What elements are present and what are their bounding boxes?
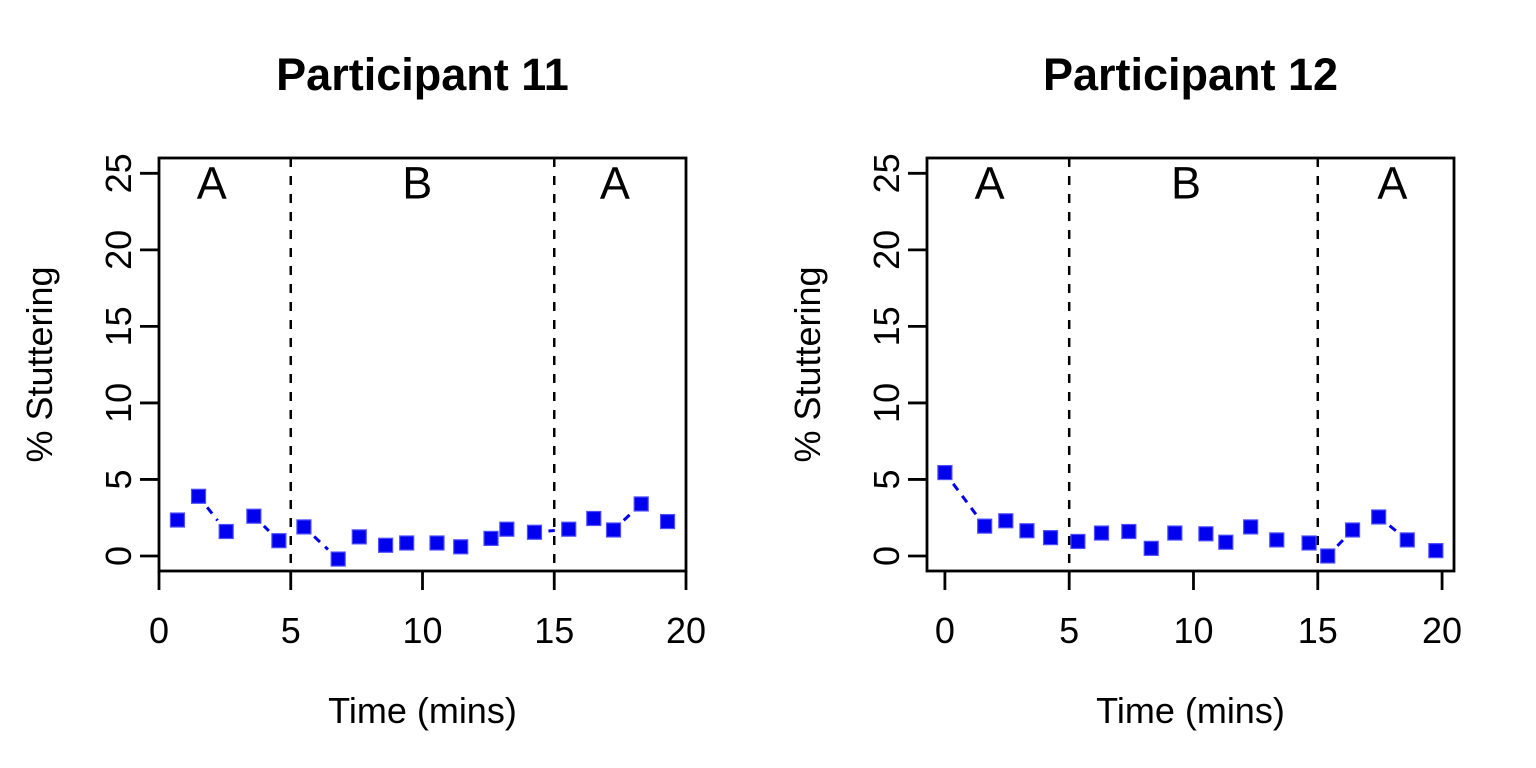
data-point xyxy=(1042,530,1059,546)
participant-11-plot: 0 5 10 15 20 0 5 10 15 20 25 A B A Participant 11 Time … xyxy=(19,49,706,731)
x-axis-label: Time (mins) xyxy=(328,690,517,731)
data-point xyxy=(1167,525,1183,541)
phase-label-b: B xyxy=(1171,158,1201,209)
data-point xyxy=(1198,526,1214,542)
data-point xyxy=(296,519,312,535)
x-axis-tick-label: 15 xyxy=(534,610,574,651)
y-axis-tick-label: 10 xyxy=(98,383,139,423)
data-point xyxy=(1428,543,1444,559)
phase-label-a: A xyxy=(197,158,227,209)
data-point xyxy=(399,535,415,551)
series-connector xyxy=(205,506,219,522)
series-connector xyxy=(622,512,633,522)
data-point xyxy=(1399,532,1415,548)
data-point xyxy=(218,523,234,540)
participant-12-plot: 0 5 10 15 20 0 5 10 15 20 25 A B A Participant 12 Time … xyxy=(787,49,1462,731)
participant-11-panel: 0 5 10 15 20 0 5 10 15 20 25 A B A Participant 11 Time … xyxy=(19,49,706,731)
data-point xyxy=(937,464,953,481)
data-point xyxy=(1019,523,1035,539)
data-point xyxy=(1301,535,1317,551)
phase-label-a: A xyxy=(975,158,1005,209)
y-axis-tick-label: 5 xyxy=(98,469,139,489)
y-axis-tick-label: 20 xyxy=(98,230,139,270)
phase-label-a: A xyxy=(1377,158,1407,209)
data-point xyxy=(1070,533,1086,550)
participant-12-panel: 0 5 10 15 20 0 5 10 15 20 25 A B A Participant 12 Time … xyxy=(768,0,1536,768)
data-point xyxy=(1371,509,1387,525)
data-point xyxy=(1218,534,1234,550)
phase-label-b: B xyxy=(402,158,432,209)
x-axis-tick-label: 5 xyxy=(281,610,301,651)
data-point xyxy=(378,537,394,553)
x-axis-label: Time (mins) xyxy=(1096,690,1285,731)
data-point xyxy=(1243,519,1259,535)
data-point xyxy=(977,518,993,534)
data-point xyxy=(1121,523,1137,540)
data-point xyxy=(1143,540,1159,556)
y-axis-label: % Stuttering xyxy=(787,266,828,462)
data-point xyxy=(526,524,543,540)
phase-label-a: A xyxy=(600,158,630,209)
x-axis-tick-label: 0 xyxy=(935,610,955,651)
data-point xyxy=(1269,532,1285,548)
x-axis-tick-label: 15 xyxy=(1298,610,1338,651)
y-axis-tick-label: 15 xyxy=(98,306,139,346)
data-point xyxy=(429,535,445,551)
chart-title: Participant 12 xyxy=(1043,49,1338,100)
series-connector xyxy=(1336,539,1344,547)
x-axis-tick-label: 10 xyxy=(402,610,442,651)
y-axis-tick-label: 10 xyxy=(866,383,907,423)
x-axis-tick-label: 20 xyxy=(1422,610,1462,651)
data-point xyxy=(561,521,577,537)
x-axis-tick-label: 0 xyxy=(149,610,169,651)
data-point xyxy=(586,510,602,527)
data-point xyxy=(499,521,515,537)
data-point xyxy=(1344,522,1361,538)
data-point xyxy=(351,529,367,545)
series-connector xyxy=(548,528,555,533)
x-axis-tick-label: 20 xyxy=(666,610,706,651)
data-point xyxy=(271,533,287,549)
data-point xyxy=(998,513,1014,529)
data-point xyxy=(483,530,499,546)
y-axis-tick-label: 5 xyxy=(866,469,907,489)
data-point xyxy=(633,496,649,512)
data-point xyxy=(453,539,469,555)
y-axis-tick-label: 0 xyxy=(866,546,907,566)
y-axis-label: % Stuttering xyxy=(19,266,60,462)
data-point xyxy=(190,488,207,504)
data-point xyxy=(1093,525,1110,541)
y-axis-tick-label: 0 xyxy=(98,546,139,566)
y-axis-tick-label: 15 xyxy=(866,306,907,346)
series-connector xyxy=(952,482,978,516)
data-point xyxy=(169,512,186,528)
y-axis-tick-label: 25 xyxy=(866,153,907,193)
y-axis-tick-label: 25 xyxy=(98,153,139,193)
series-connector xyxy=(1388,524,1398,533)
data-point xyxy=(330,551,346,567)
series-connector xyxy=(313,535,329,551)
plot-box xyxy=(925,156,1456,573)
x-axis-tick-label: 5 xyxy=(1059,610,1079,651)
data-point xyxy=(659,513,676,530)
y-axis-tick-label: 20 xyxy=(866,230,907,270)
series-connector xyxy=(262,524,270,532)
data-point xyxy=(246,508,262,524)
x-axis-tick-label: 10 xyxy=(1173,610,1213,651)
chart-title: Participant 11 xyxy=(276,49,569,100)
data-point xyxy=(1320,548,1336,564)
data-point xyxy=(605,522,622,538)
plot-box xyxy=(157,156,688,573)
